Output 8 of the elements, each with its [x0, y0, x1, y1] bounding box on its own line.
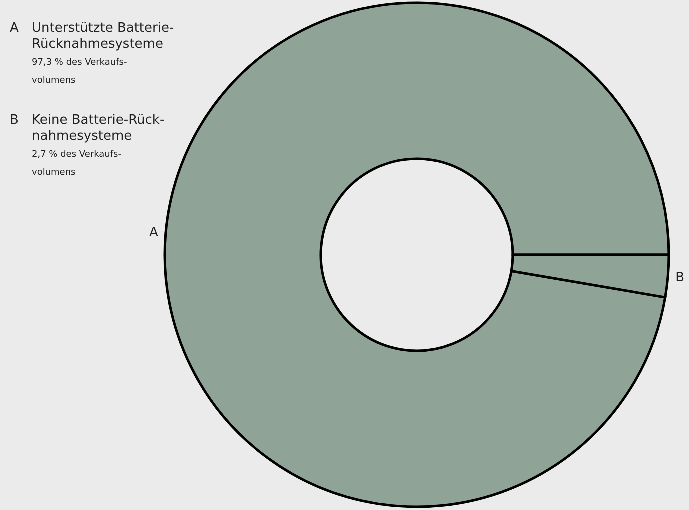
text: 97,3 % des Verkaufs- volumens — [32, 58, 128, 86]
text: 2,7 % des Verkaufs- volumens — [32, 150, 122, 178]
category-label: B — [10, 113, 19, 128]
slice-label: A — [10, 21, 19, 36]
slice-label: A — [149, 226, 158, 241]
slice-label: B — [676, 270, 685, 286]
text: Keine Batterie-Rück- nahmesysteme — [32, 113, 165, 144]
text: Unterstützte Batterie- Rücknahmesysteme — [32, 21, 174, 52]
